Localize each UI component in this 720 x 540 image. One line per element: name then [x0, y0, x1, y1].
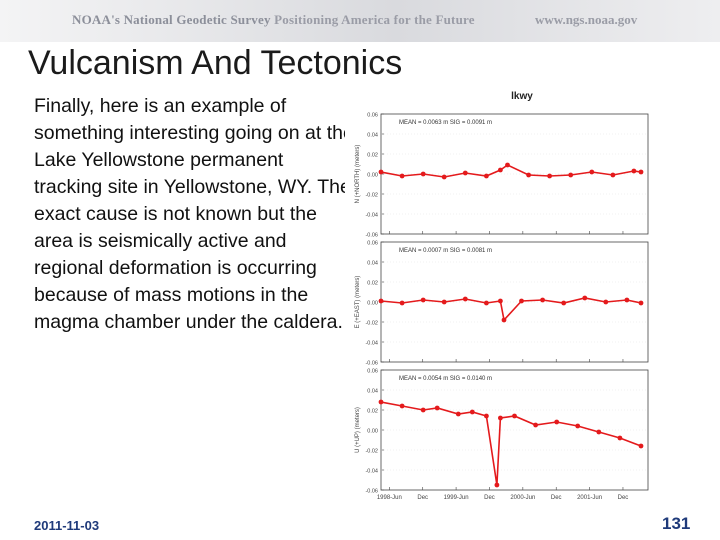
panel-n-ytick-label: -0.06	[365, 233, 378, 239]
panel-u-ytick-label: 0.02	[367, 409, 378, 415]
x-tick-label: Dec	[618, 495, 629, 501]
x-tick-label: Dec	[484, 495, 495, 501]
panel-u-ytick-label: -0.06	[365, 489, 378, 495]
x-tick-label: 2000-Jun	[510, 495, 535, 501]
panel-n-point	[505, 162, 510, 168]
panel-n-ytick-label: 0.02	[367, 153, 378, 159]
page-number: 131	[662, 514, 691, 533]
panel-u-ytick-label: -0.04	[365, 469, 378, 475]
panel-u-series-line	[380, 401, 642, 486]
panel-n-point	[441, 174, 447, 180]
banner-agency-tagline: NOAA's National Geodetic Survey Position…	[72, 12, 475, 28]
panel-e-stats: MEAN = 0.0007 m SIG = 0.0081 m	[399, 248, 492, 254]
panel-u-point	[399, 403, 405, 409]
panel-e-point	[540, 297, 545, 303]
panel-e-point	[498, 298, 503, 304]
panel-n-point	[498, 167, 503, 173]
panel-e-point	[519, 298, 524, 304]
chart-title: lkwy	[511, 91, 533, 102]
panel-e-ylabel: E (+EAST) (meters)	[355, 276, 361, 329]
panel-e-point	[420, 297, 426, 303]
panel-u-point	[498, 415, 503, 421]
panel-e-ytick-label: 0.06	[367, 241, 378, 247]
panel-n-point	[638, 169, 644, 175]
panel-u-point	[533, 422, 538, 428]
panel-e-ytick-label: -0.04	[365, 341, 378, 347]
panel-n-point	[484, 173, 489, 179]
panel-u-point	[638, 443, 644, 449]
time-series-chart: lkwy -0.06 -0.04 -0.02 0.00 0.02 0.04 0.06 N (+N…	[345, 88, 655, 508]
panel-e-point	[501, 317, 507, 323]
panel-u-point	[554, 419, 560, 425]
panel-u-ytick-label: 0.00	[367, 429, 378, 435]
panel-n-point	[399, 173, 405, 179]
panel-u-point	[596, 429, 602, 435]
panel-e-point	[624, 297, 630, 303]
time-series-figure: lkwy -0.06 -0.04 -0.02 0.00 0.02 0.04 0.06 N (+N…	[345, 88, 655, 508]
panel-u-ylabel: U (+UP) (meters)	[355, 407, 361, 453]
banner-agency: NOAA's National Geodetic Survey	[72, 12, 271, 27]
panel-u-point	[378, 399, 384, 405]
slide-body-text: Finally, here is an example of something…	[34, 95, 354, 333]
panel-n-point	[462, 170, 468, 176]
panel-e-point	[638, 300, 644, 306]
panel-n-ytick-label: 0.06	[367, 113, 378, 119]
panel-n-point	[568, 172, 574, 178]
panel-u-point	[434, 405, 440, 411]
panel-n-ytick-label: 0.04	[367, 133, 378, 139]
panel-n-point	[420, 171, 426, 177]
panel-e-ytick-label: -0.06	[365, 361, 378, 367]
x-tick-label: Dec	[417, 495, 428, 501]
panel-u-point	[494, 482, 500, 488]
x-tick-label: 2001-Jun	[577, 495, 602, 501]
panel-e-point	[399, 300, 405, 306]
panel-e-ytick-label: 0.04	[367, 261, 378, 267]
panel-u-ytick-label: -0.02	[365, 449, 378, 455]
panel-u-point	[455, 411, 461, 417]
panel-n-point	[547, 173, 552, 179]
panel-u-stats: MEAN = 0.0054 m SIG = 0.0140 m	[399, 376, 492, 382]
panel-e-point	[378, 298, 384, 304]
panel-n-ytick-label: 0.00	[367, 173, 378, 179]
panel-u-ytick-label: 0.04	[367, 389, 378, 395]
header-banner: NOAA's National Geodetic Survey Position…	[0, 0, 720, 42]
x-tick-label: 1998-Jun	[377, 495, 402, 501]
panel-e-point	[462, 296, 468, 302]
panel-n-ytick-label: -0.04	[365, 213, 378, 219]
x-tick-label: 1999-Jun	[444, 495, 469, 501]
banner-url[interactable]: www.ngs.noaa.gov	[535, 12, 638, 27]
footer-date: 2011-11-03	[34, 518, 100, 533]
panel-e-ytick-label: -0.02	[365, 321, 378, 327]
panel-e-point	[561, 300, 567, 306]
panel-n-point	[631, 168, 637, 174]
panel-n-ytick-label: -0.02	[365, 193, 378, 199]
panel-n-ylabel: N (+NORTH) (meters)	[355, 145, 361, 204]
panel-n-point	[589, 169, 595, 175]
panel-e-point	[484, 300, 489, 306]
panel-u-point	[575, 423, 581, 429]
panel-u-point	[512, 413, 517, 419]
panel-e-ytick-label: 0.00	[367, 301, 378, 307]
panel-n-point	[526, 172, 531, 178]
panel-e-point	[603, 299, 609, 305]
panel-u-point	[420, 407, 426, 413]
panel-e-point	[582, 295, 588, 301]
banner-tagline: Positioning America for the Future	[274, 12, 475, 27]
slide-title: Vulcanism And Tectonics	[28, 44, 403, 82]
panel-u-point	[484, 413, 489, 419]
x-tick-label: Dec	[551, 495, 562, 501]
panel-u-ytick-label: 0.06	[367, 369, 378, 375]
panel-u-point	[617, 435, 623, 441]
panel-e-point	[441, 299, 447, 305]
chart-background	[345, 88, 655, 508]
panel-n-point	[378, 169, 384, 175]
panel-n-point	[610, 172, 616, 178]
panel-e-ytick-label: 0.02	[367, 281, 378, 287]
panel-u-point	[469, 409, 475, 415]
panel-n-stats: MEAN = 0.0063 m SIG = 0.0091 m	[399, 120, 492, 126]
